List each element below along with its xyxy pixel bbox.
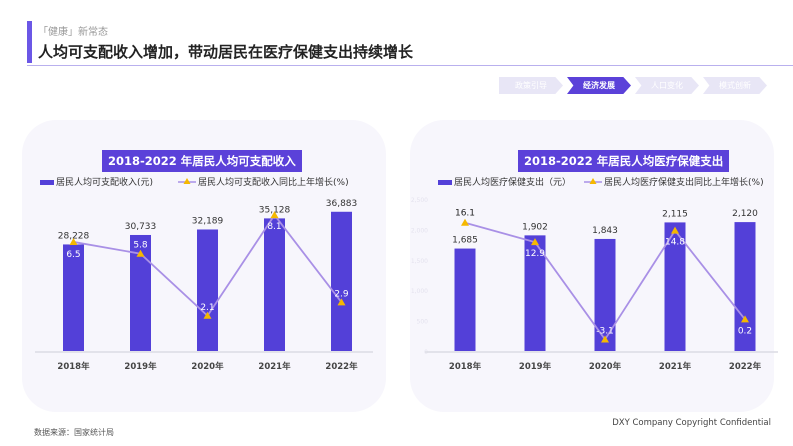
step-nav: 政策引导 经济发展 人口变化 模式创新	[499, 77, 771, 94]
income-chart-title: 2018-2022 年居民人均可支配收入	[102, 150, 302, 172]
growth-value-label: 16.1	[455, 209, 475, 219]
x-tick-label: 2018年	[449, 361, 482, 372]
growth-value-label: 5.8	[133, 241, 148, 251]
legend-bar-swatch	[438, 180, 452, 185]
growth-value-label: 12.9	[525, 249, 545, 259]
bar	[63, 244, 84, 351]
growth-value-label: -3.1	[596, 326, 614, 336]
growth-value-label: 14.8	[665, 238, 685, 248]
bar	[130, 234, 151, 351]
bar-value-label: 2,120	[732, 209, 758, 219]
section-subtitle: 「健康」新常态	[38, 27, 108, 38]
bar-value-label: 32,189	[192, 216, 224, 226]
tab-economy[interactable]: 经济发展	[567, 77, 631, 94]
bar-value-label: 2,115	[662, 209, 688, 219]
bar-value-label: 1,685	[452, 236, 478, 246]
x-tick-label: 2021年	[659, 361, 692, 372]
growth-marker	[531, 238, 539, 246]
page-title: 人均可支配收入增加，带动居民在医疗保健支出持续增长	[38, 43, 414, 61]
x-tick-label: 2022年	[729, 361, 762, 372]
bar	[524, 235, 546, 351]
bar	[734, 222, 756, 351]
legend-bar-swatch	[40, 180, 54, 185]
bar	[664, 222, 686, 351]
growth-marker	[69, 237, 78, 245]
bar	[594, 238, 616, 351]
growth-marker	[136, 249, 145, 257]
data-source: 数据来源：国家统计局	[34, 428, 114, 437]
x-tick-label: 2020年	[191, 361, 224, 372]
legend-triangle-icon	[589, 178, 597, 184]
title-divider	[27, 65, 793, 66]
bar-value-label: 36,883	[326, 199, 358, 209]
x-tick-label: 2021年	[258, 361, 291, 372]
growth-value-label: 2.1	[200, 303, 214, 313]
bar-value-label: 1,902	[522, 222, 548, 232]
growth-marker	[461, 218, 469, 226]
growth-marker	[741, 315, 749, 323]
legend-line-label: 居民人均可支配收入同比上年增长(%)	[198, 176, 349, 188]
growth-value-label: 8.1	[267, 222, 281, 232]
x-tick-label: 2018年	[57, 361, 90, 372]
x-tick-label: 2019年	[124, 361, 157, 372]
tab-model[interactable]: 模式创新	[703, 77, 767, 94]
bar-value-label: 35,128	[259, 205, 291, 215]
growth-value-label: 6.5	[66, 250, 80, 260]
growth-marker	[337, 298, 346, 306]
y-tick-label: 1,500	[411, 258, 428, 265]
bar	[264, 218, 285, 351]
x-tick-label: 2020年	[589, 361, 622, 372]
x-tick-label: 2022年	[325, 361, 358, 372]
y-tick-label: 2,500	[411, 197, 428, 204]
growth-marker	[270, 211, 279, 219]
bar	[197, 229, 218, 351]
tab-population[interactable]: 人口变化	[635, 77, 699, 94]
bar	[454, 248, 476, 351]
copyright: DXY Company Copyright Confidential	[612, 418, 771, 428]
x-tick-label: 2019年	[519, 361, 552, 372]
growth-value-label: 0.2	[738, 326, 752, 336]
legend-line-label: 居民人均医疗保健支出同比上年增长(%)	[604, 176, 764, 188]
growth-marker	[671, 226, 679, 234]
bar	[331, 211, 352, 351]
growth-marker	[203, 311, 212, 319]
tab-policy[interactable]: 政策引导	[499, 77, 563, 94]
title-accent-bar	[27, 21, 32, 63]
y-tick-label: 500	[417, 319, 429, 326]
legend-bar-label: 居民人均医疗保健支出（元）	[454, 176, 571, 188]
y-tick-label: 2,000	[411, 227, 428, 234]
legend-bar-label: 居民人均可支配收入(元)	[56, 176, 153, 188]
medical-chart-title: 2018-2022 年居民人均医疗保健支出	[518, 150, 730, 172]
bar-value-label: 30,733	[125, 222, 157, 232]
legend-triangle-icon	[183, 178, 191, 184]
growth-marker	[601, 335, 609, 343]
bar-value-label: 28,228	[58, 231, 90, 241]
bar-value-label: 1,843	[592, 226, 618, 236]
y-tick-label: 1,000	[411, 288, 428, 295]
growth-value-label: 2.9	[334, 289, 349, 299]
